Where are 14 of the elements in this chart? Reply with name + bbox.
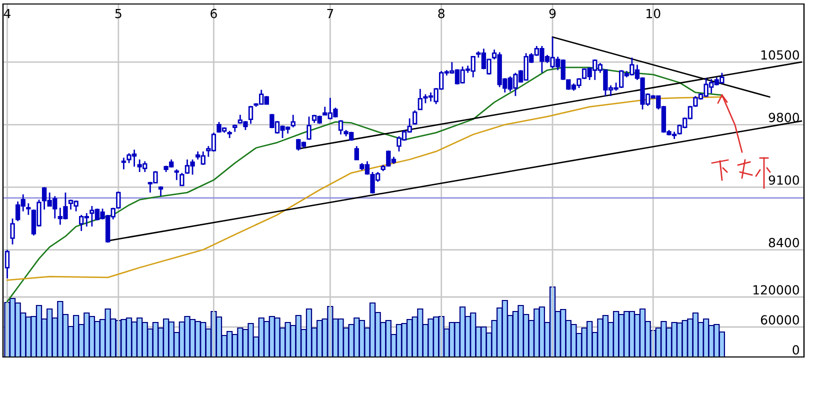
y-tick-label: 9800 — [768, 112, 800, 122]
y2-tick-label: 60000 — [760, 315, 799, 325]
x-tick-label: 7 — [327, 8, 334, 18]
x-tick-label: 6 — [210, 8, 217, 18]
x-tick-label: 8 — [438, 8, 444, 18]
y-tick-label: 8400 — [768, 238, 800, 248]
x-tick-label: 10 — [646, 8, 660, 18]
y2-tick-label: 120000 — [753, 285, 799, 295]
y2-tick-label: 0 — [792, 345, 800, 355]
y-tick-label: 10500 — [761, 50, 799, 60]
x-tick-label: 9 — [549, 8, 556, 18]
y-tick-label: 9100 — [768, 175, 800, 185]
x-tick-label: 4 — [4, 8, 11, 18]
x-tick-label: 5 — [115, 8, 122, 18]
